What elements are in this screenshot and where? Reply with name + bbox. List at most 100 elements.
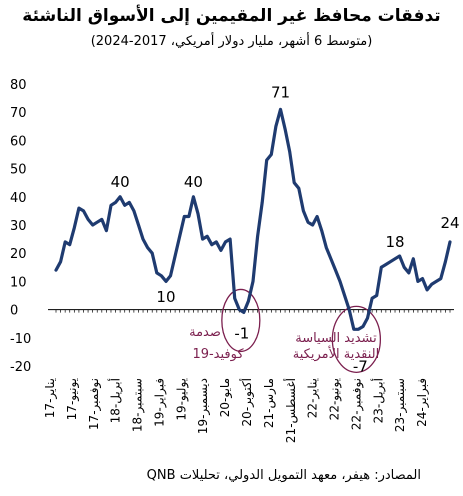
data-point bbox=[385, 263, 387, 266]
data-point bbox=[403, 266, 405, 269]
data-point bbox=[426, 289, 428, 291]
data-point bbox=[59, 260, 62, 263]
data-label: 10 bbox=[156, 288, 175, 306]
data-labels: 40 10 40 71 -1 -7 18 24 bbox=[111, 83, 460, 375]
source-note: المصادر: هيفر، معهد التمويل الدولي، تحلي… bbox=[146, 468, 421, 483]
data-point bbox=[233, 297, 236, 300]
data-point bbox=[114, 201, 117, 204]
data-point bbox=[325, 246, 328, 249]
data-point bbox=[238, 308, 241, 311]
data-point bbox=[371, 297, 373, 300]
data-point bbox=[389, 260, 392, 263]
data-point bbox=[188, 215, 190, 218]
data-point bbox=[398, 255, 401, 257]
data-point bbox=[178, 235, 181, 238]
data-point bbox=[142, 238, 144, 240]
y-tick-label: -10 bbox=[10, 332, 31, 347]
data-point bbox=[352, 328, 355, 331]
data-point bbox=[284, 128, 286, 130]
x-tick-label: فبراير-19 bbox=[152, 378, 167, 427]
x-tick-label: يوليو-19 bbox=[174, 378, 189, 421]
data-point bbox=[192, 196, 195, 198]
x-tick-label: أبريل-18 bbox=[108, 378, 124, 423]
data-label: 24 bbox=[440, 214, 459, 232]
event-label-line2: النقدية الأمريكية bbox=[293, 345, 379, 362]
data-point bbox=[215, 241, 218, 243]
data-point bbox=[440, 277, 442, 280]
data-point bbox=[293, 181, 296, 184]
data-point bbox=[435, 280, 438, 283]
data-point bbox=[64, 241, 66, 243]
data-point bbox=[169, 274, 172, 277]
data-point bbox=[316, 215, 318, 218]
data-point bbox=[137, 224, 140, 226]
data-point bbox=[78, 207, 80, 209]
data-point bbox=[220, 249, 222, 252]
data-point bbox=[119, 196, 121, 198]
data-point bbox=[449, 241, 451, 243]
data-point bbox=[197, 212, 199, 215]
data-point bbox=[298, 187, 300, 190]
x-tick-label: فبراير-24 bbox=[415, 378, 430, 427]
data-point bbox=[357, 328, 360, 331]
data-point bbox=[247, 300, 250, 302]
data-point bbox=[394, 258, 396, 260]
chart-title: تدفقات محافظ غير المقيمين إلى الأسواق ال… bbox=[22, 6, 441, 26]
y-tick-label: -20 bbox=[10, 360, 31, 375]
data-point bbox=[417, 280, 419, 283]
y-tick-label: 80 bbox=[10, 78, 27, 93]
data-point bbox=[174, 255, 176, 257]
data-point bbox=[55, 269, 57, 271]
y-tick-label: 40 bbox=[10, 191, 27, 206]
data-label: 40 bbox=[184, 173, 203, 191]
data-point bbox=[155, 272, 158, 274]
x-tick-label: أغسطس-21 bbox=[283, 378, 299, 443]
data-point bbox=[123, 204, 126, 207]
x-tick-label: سبتمبر-23 bbox=[393, 378, 408, 432]
series-group bbox=[54, 107, 452, 331]
data-point bbox=[256, 235, 259, 238]
data-point bbox=[302, 210, 305, 212]
data-point bbox=[375, 294, 378, 297]
data-point bbox=[224, 241, 227, 243]
x-tick-label: سبتمبر-18 bbox=[131, 378, 146, 432]
data-point bbox=[320, 229, 323, 232]
data-point bbox=[380, 266, 383, 269]
data-point bbox=[311, 224, 314, 226]
data-point bbox=[229, 238, 231, 240]
data-point bbox=[91, 224, 94, 226]
y-tick-label: 70 bbox=[10, 106, 27, 121]
x-tick-label: يناير-17 bbox=[43, 378, 58, 418]
data-point bbox=[146, 246, 149, 249]
x-tick-label: أبريل-23 bbox=[370, 378, 386, 423]
data-point bbox=[270, 153, 273, 156]
data-point bbox=[362, 325, 364, 328]
data-label: 18 bbox=[385, 233, 404, 251]
data-point bbox=[183, 215, 186, 218]
y-tick-label: 0 bbox=[10, 304, 18, 319]
chart-subtitle: (متوسط 6 أشهر، مليار دولار أمريكي، 2017-… bbox=[90, 34, 373, 49]
y-axis: -20 -10 0 10 20 30 40 50 60 70 80 bbox=[10, 78, 31, 375]
data-point bbox=[334, 269, 337, 271]
data-point bbox=[366, 317, 369, 319]
y-tick-label: 50 bbox=[10, 163, 27, 178]
y-tick-label: 20 bbox=[10, 247, 27, 262]
data-point bbox=[279, 108, 282, 111]
data-point bbox=[407, 272, 410, 274]
data-point bbox=[210, 243, 213, 246]
data-point bbox=[343, 294, 346, 297]
data-point bbox=[128, 201, 131, 204]
data-point bbox=[68, 243, 71, 246]
x-tick-label: نوفمبر-17 bbox=[87, 378, 102, 430]
data-point bbox=[348, 308, 351, 311]
data-label: -7 bbox=[353, 357, 368, 375]
data-point bbox=[110, 204, 112, 207]
event-label-line2: كوفيد-19 bbox=[192, 347, 244, 362]
x-axis: يناير-17 يونيو-17 نوفمبر-17 أبريل-18 سبتمبر-… bbox=[43, 309, 454, 443]
event-ellipse bbox=[331, 305, 382, 373]
data-point bbox=[151, 252, 154, 254]
data-point bbox=[307, 221, 309, 223]
data-label: -1 bbox=[234, 324, 249, 342]
